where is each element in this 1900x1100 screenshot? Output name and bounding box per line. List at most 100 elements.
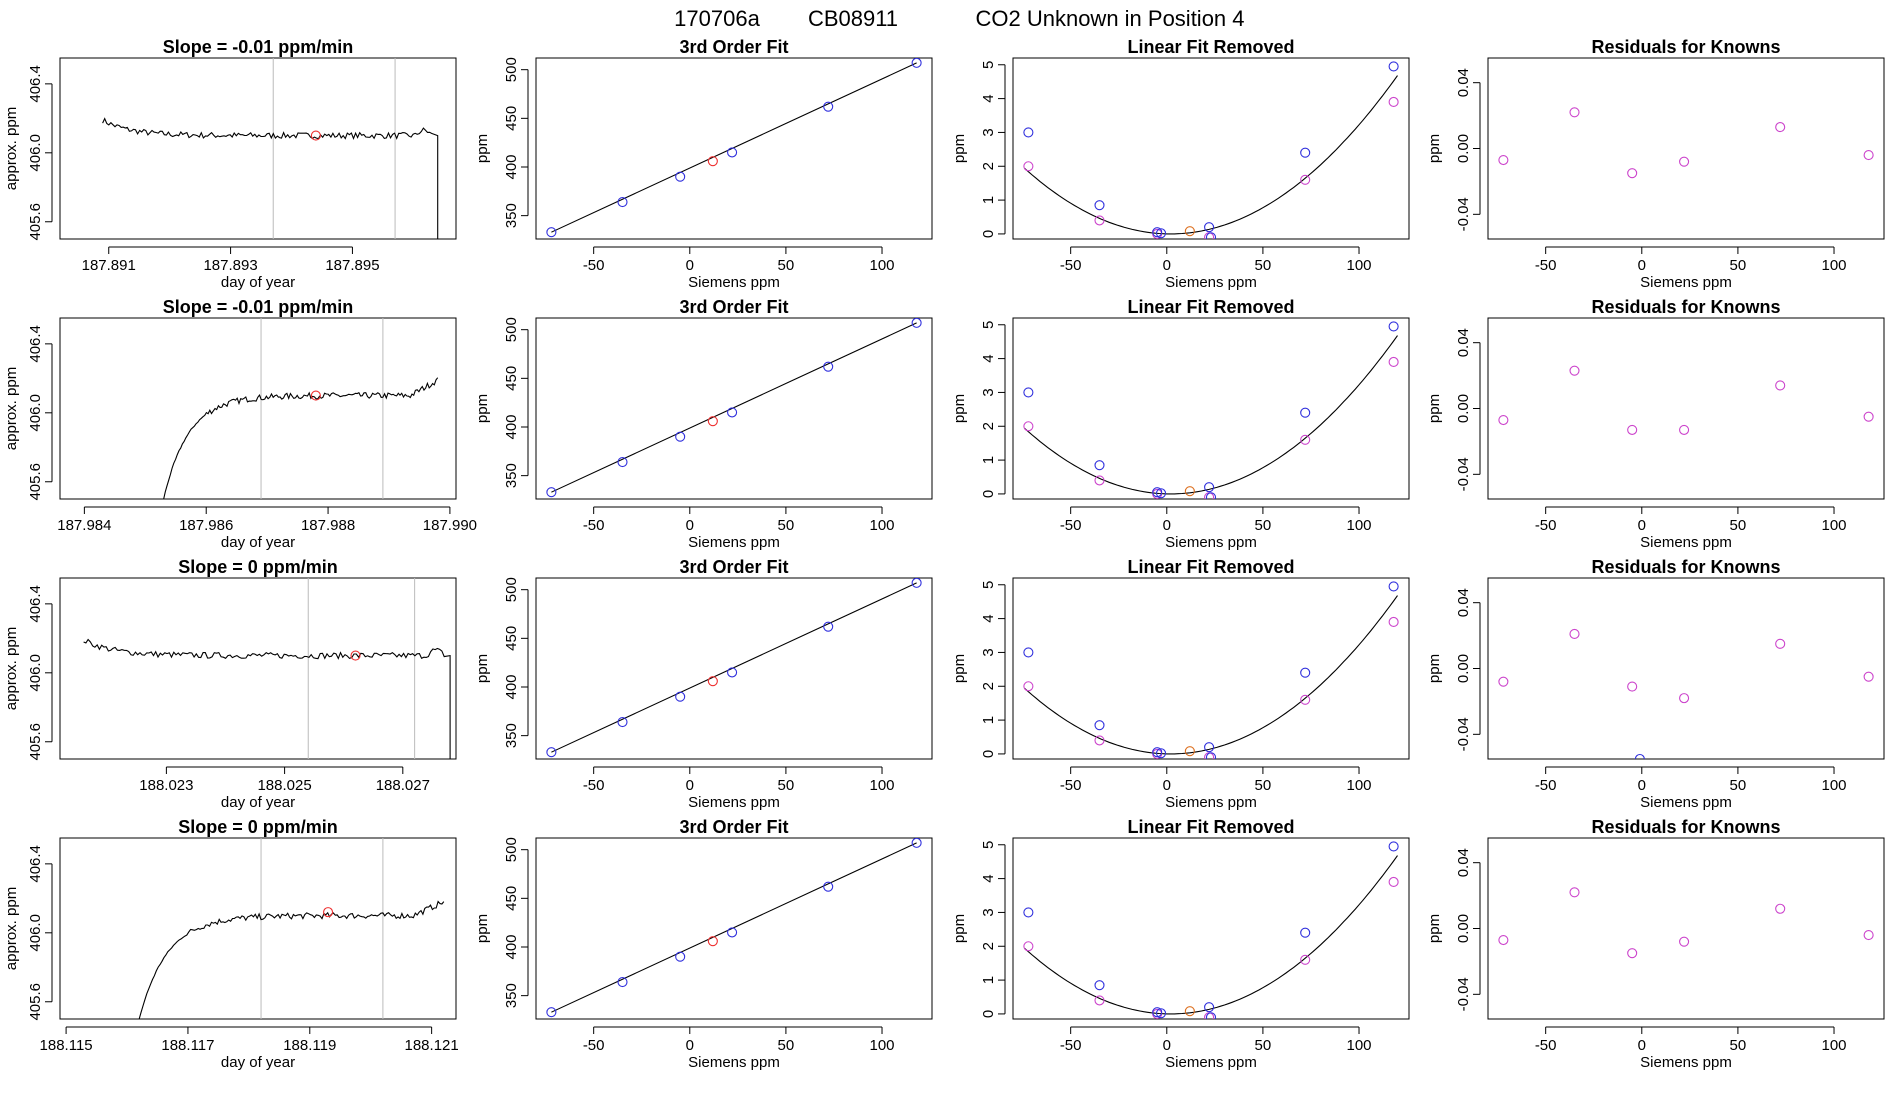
plot-frame [1012, 57, 1410, 240]
residual-point [1569, 887, 1580, 898]
known-residual-point [1388, 321, 1399, 332]
fit-curve-line [551, 322, 917, 493]
y-axis-label: ppm [951, 394, 968, 423]
x-tick-label: -50 [1060, 517, 1082, 534]
plot-frame [1012, 577, 1410, 760]
x-tick-label: -50 [1060, 257, 1082, 274]
y-tick-label: -0.04 [1455, 977, 1472, 1011]
x-tick-label: 188.027 [376, 777, 430, 794]
x-tick-label: 50 [1255, 777, 1272, 794]
raw-residual-point [1023, 941, 1034, 952]
y-tick-label: 0.00 [1455, 394, 1472, 423]
known-residual-point [1388, 581, 1399, 592]
residual-point [1775, 380, 1786, 391]
x-tick-label: 100 [1347, 1037, 1372, 1054]
y-tick-label: -0.04 [1455, 457, 1472, 491]
x-axis-label: Siemens ppm [688, 274, 780, 291]
residual-point [1627, 424, 1638, 435]
y-axis-label: ppm [474, 914, 491, 943]
ppm-time-series-line [102, 117, 439, 239]
x-tick-label: -50 [1535, 777, 1557, 794]
raw-residual-point [1388, 96, 1399, 108]
panel-r4-c4: Residuals for Knowns -50 0 50 100 Siemens ppm… [1426, 817, 1885, 1071]
x-tick-label: 100 [1822, 777, 1847, 794]
x-tick-label: 100 [870, 517, 895, 534]
x-tick-label: 100 [1347, 517, 1372, 534]
y-tick-label: 450 [503, 886, 520, 911]
x-tick-label: 0 [686, 777, 694, 794]
x-tick-label: 50 [1730, 777, 1747, 794]
plot-area [1498, 628, 1874, 759]
panel-r2-c1: Slope = -0.01 ppm/min 187.984 187.986 187.9… [3, 297, 477, 551]
plot-frame [535, 577, 933, 760]
raw-residual-point [1023, 421, 1034, 432]
residual-point [1775, 122, 1786, 133]
ppm-time-series-line [83, 638, 451, 759]
x-tick-label: 50 [1255, 517, 1272, 534]
residual-point [1569, 365, 1580, 376]
x-tick-label: -50 [1535, 517, 1557, 534]
raw-residual-point [1204, 1012, 1215, 1019]
residual-point [1775, 903, 1786, 914]
residual-point [1679, 424, 1690, 435]
plot-title: 3rd Order Fit [679, 557, 788, 577]
y-tick-label: 400 [503, 674, 520, 699]
y-axis-label: ppm [474, 654, 491, 683]
residual-point [1679, 936, 1690, 947]
known-residual-point [1094, 720, 1105, 731]
plot-area [546, 318, 922, 498]
fit-curve-line [551, 582, 917, 753]
plot-title: Residuals for Knowns [1591, 817, 1780, 837]
y-axis-label: ppm [951, 914, 968, 943]
known-standard-point [675, 691, 686, 702]
residual-point [1569, 107, 1580, 118]
raw-residual-point [1204, 232, 1215, 239]
known-standard-point [823, 881, 834, 892]
known-standard-point [675, 951, 686, 962]
known-standard-point [727, 407, 738, 418]
residual-point [1627, 948, 1638, 959]
known-standard-point [727, 667, 738, 678]
x-axis-label: day of year [221, 1054, 295, 1071]
residual-point [1679, 693, 1690, 704]
x-tick-label: 0 [1638, 257, 1646, 274]
plot-frame [535, 317, 933, 500]
known-residual-point [1388, 841, 1399, 852]
x-tick-label: 0 [686, 1037, 694, 1054]
y-tick-label: 406.4 [27, 65, 44, 103]
y-tick-label: 0.00 [1455, 134, 1472, 163]
y-tick-label: 500 [503, 57, 520, 82]
unknown-sample-point [707, 156, 718, 167]
x-tick-label: -50 [1535, 1037, 1557, 1054]
known-residual-point [1152, 227, 1163, 238]
super-title-tank: CB08911 [808, 6, 898, 31]
known-residual-point [1300, 407, 1311, 418]
plot-area [83, 578, 451, 759]
super-title-date: 170706a [674, 6, 760, 31]
y-tick-label: 1 [980, 196, 997, 204]
y-tick-label: 350 [503, 203, 520, 228]
plot-frame [1487, 57, 1885, 240]
y-axis-label: approx. ppm [3, 107, 20, 190]
raw-residual-point [1300, 174, 1311, 185]
x-tick-label: 188.117 [161, 1037, 214, 1054]
panel-r3-c1: Slope = 0 ppm/min 188.023 188.025 188.027 da… [3, 557, 457, 811]
x-tick-label: 100 [870, 257, 895, 274]
unknown-residual-point [1184, 226, 1195, 237]
panel-r4-c1: Slope = 0 ppm/min 188.115 188.117 188.119 18… [3, 817, 459, 1071]
known-residual-point [1204, 222, 1215, 233]
y-tick-label: 0.00 [1455, 914, 1472, 943]
x-tick-label: 0 [1638, 1037, 1646, 1054]
x-tick-label: 50 [778, 777, 795, 794]
residual-point [1863, 411, 1874, 422]
known-standard-point [675, 171, 686, 182]
y-tick-label: 1 [980, 716, 997, 724]
known-residual-point [1023, 647, 1034, 658]
raw-residual-point [1094, 735, 1105, 746]
y-tick-label: 5 [980, 581, 997, 589]
x-tick-label: 188.023 [139, 777, 193, 794]
known-residual-point [1155, 488, 1167, 499]
plot-area [1023, 841, 1399, 1019]
panel-grid: Slope = -0.01 ppm/min 187.891 187.893 187.8… [3, 37, 1885, 1071]
